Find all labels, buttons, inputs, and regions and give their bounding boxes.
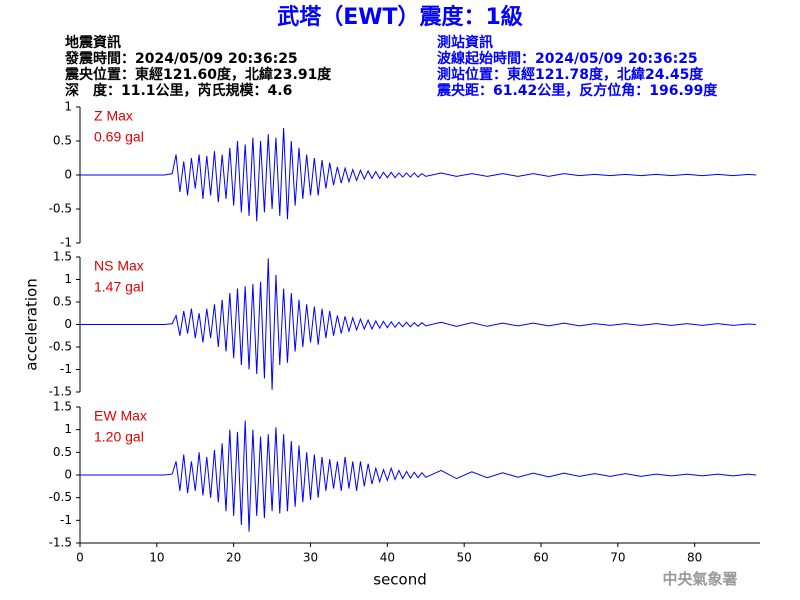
component-label: Z Max [94, 108, 133, 124]
info-left-line: 震央位置：東經121.60度，北緯23.91度 [64, 66, 332, 83]
max-label: 1.47 gal [94, 279, 144, 295]
x-tick-label: 0 [76, 551, 84, 565]
y-tick-label: 1 [64, 100, 72, 114]
max-label: 1.20 gal [94, 429, 144, 445]
y-tick-label: 1.5 [53, 400, 72, 414]
info-right-line: 波線起始時間：2024/05/09 20:36:25 [437, 50, 698, 67]
y-tick-label: -0.5 [49, 490, 72, 504]
x-tick-label: 80 [687, 551, 702, 565]
y-tick-label: 0.5 [53, 445, 72, 459]
component-label: EW Max [94, 408, 147, 424]
info-right-line: 震央距：61.42公里，反方位角：196.99度 [436, 82, 718, 99]
x-tick-label: 70 [610, 551, 625, 565]
y-tick-label: -1 [60, 236, 72, 250]
waveform [80, 258, 757, 390]
x-tick-label: 50 [457, 551, 472, 565]
info-left-line: 深 度：11.1公里，芮氏規模：4.6 [65, 82, 292, 99]
y-tick-label: 1 [64, 422, 72, 436]
y-tick-label: 1.5 [53, 250, 72, 264]
y-tick-label: 0.5 [53, 295, 72, 309]
x-tick-label: 20 [226, 551, 241, 565]
waveform [80, 420, 757, 532]
y-tick-label: 0 [64, 317, 72, 331]
y-tick-label: -1 [60, 362, 72, 376]
x-tick-label: 60 [533, 551, 548, 565]
y-tick-label: -0.5 [49, 202, 72, 216]
y-tick-label: 0 [64, 168, 72, 182]
info-left-line: 地震資訊 [65, 34, 121, 51]
y-tick-label: -0.5 [49, 340, 72, 354]
info-left-line: 發震時間：2024/05/09 20:36:25 [64, 50, 298, 67]
x-axis-label: second [373, 571, 427, 589]
y-tick-label: -1 [60, 513, 72, 527]
y-tick-label: -1.5 [49, 536, 72, 550]
x-tick-label: 40 [380, 551, 395, 565]
y-tick-label: -1.5 [49, 385, 72, 399]
max-label: 0.69 gal [94, 129, 144, 145]
x-tick-label: 30 [303, 551, 318, 565]
info-right-line: 測站位置：東經121.78度，北緯24.45度 [437, 66, 704, 83]
y-tick-label: 1 [64, 272, 72, 286]
footer-logo: 中央氣象署 [662, 570, 737, 588]
x-tick-label: 10 [149, 551, 164, 565]
component-label: NS Max [94, 258, 144, 274]
y-axis-label: acceleration [23, 278, 41, 370]
waveform [80, 128, 757, 222]
y-tick-label: 0 [64, 468, 72, 482]
page-title: 武塔（EWT）震度：1級 [277, 4, 523, 30]
info-right-line: 測站資訊 [437, 34, 493, 51]
y-tick-label: 0.5 [53, 134, 72, 148]
